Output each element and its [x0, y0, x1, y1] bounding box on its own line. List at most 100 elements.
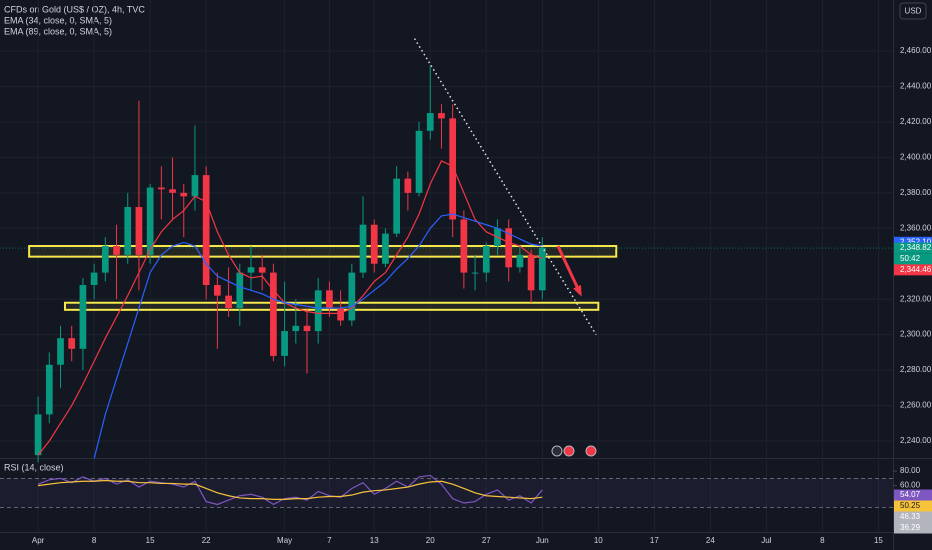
candle-body — [505, 228, 513, 268]
indicator-label: EMA (89, close, 0, SMA, 5) — [4, 26, 112, 36]
event-icon[interactable] — [551, 445, 563, 457]
x-tick-label: 15 — [146, 536, 155, 545]
candle-body — [101, 246, 109, 273]
rsi-line — [37, 474, 543, 506]
currency-button[interactable] — [899, 2, 927, 20]
candle-body — [449, 118, 457, 220]
y-tick-label: 2,240.00 — [900, 436, 932, 445]
rsi-value-label: 46.33 — [900, 512, 921, 521]
candle-body — [214, 285, 221, 296]
rsi-value-label: 36.29 — [900, 523, 921, 532]
candle-body — [45, 364, 53, 415]
candle-body — [415, 130, 423, 193]
candle-body — [258, 267, 266, 273]
event-icons — [551, 445, 597, 457]
indicator-label: EMA (34, close, 0, SMA, 5) — [4, 15, 112, 25]
candle-body — [460, 219, 468, 273]
candle-body — [326, 290, 333, 309]
candle-body — [225, 295, 232, 309]
price-label-box — [894, 236, 932, 248]
candle-body — [236, 272, 244, 309]
price-label-box — [894, 242, 932, 254]
price-label: 2,348.82 — [900, 243, 932, 252]
y-tick-label: 2,280.00 — [900, 365, 932, 374]
x-tick-label: 10 — [594, 536, 603, 545]
candle-body — [438, 113, 445, 119]
candle-body — [34, 414, 42, 456]
x-tick-label: Jun — [536, 536, 549, 545]
candle-body — [135, 207, 143, 255]
rsi-value-box — [894, 511, 932, 523]
event-icon[interactable] — [585, 445, 597, 457]
candle-body — [303, 325, 311, 332]
x-tick-label: 27 — [482, 536, 491, 545]
ema-line — [93, 213, 543, 459]
arrow-head — [573, 284, 582, 297]
y-tick-label: 2,460.00 — [900, 46, 932, 55]
candle-body — [79, 285, 87, 349]
candle-body — [292, 325, 300, 332]
candle-body — [180, 192, 188, 197]
candle-body — [202, 175, 210, 286]
rsi-value-box — [894, 500, 932, 512]
y-tick-label: 2,400.00 — [900, 153, 932, 162]
x-tick-label: 13 — [370, 536, 379, 545]
price-label: 2,352.10 — [900, 237, 932, 246]
rsi-tick-label: 80.00 — [900, 466, 921, 475]
rsi-title: RSI (14, close) — [4, 462, 64, 472]
x-tick-label: 8 — [92, 536, 97, 545]
candle-body — [337, 308, 344, 321]
x-tick-label: 8 — [820, 536, 825, 545]
y-tick-label: 2,260.00 — [900, 401, 932, 410]
candle-body — [157, 187, 165, 190]
x-tick-label: Apr — [32, 536, 45, 545]
price-label: 2,344.46 — [900, 265, 932, 274]
candle-body — [348, 272, 356, 321]
candle-body — [404, 178, 412, 193]
candle-body — [426, 113, 434, 131]
y-tick-label: 2,320.00 — [900, 294, 932, 303]
event-icon[interactable] — [563, 445, 575, 457]
rsi-tick-label: 60.00 — [900, 481, 921, 490]
y-tick-label: 2,300.00 — [900, 330, 932, 339]
y-tick-label: 2,380.00 — [900, 188, 932, 197]
candle-body — [516, 254, 524, 268]
candle-body — [471, 272, 479, 274]
y-tick-label: 2,360.00 — [900, 223, 932, 232]
rsi-value-box — [894, 522, 932, 534]
x-tick-label: Jul — [761, 536, 771, 545]
x-tick-label: 24 — [706, 536, 715, 545]
zone — [28, 245, 618, 258]
price-label-box — [894, 264, 932, 276]
y-tick-label: 2,440.00 — [900, 82, 932, 91]
candle-body — [270, 272, 277, 356]
rsi-value-box — [894, 489, 932, 501]
candle-body — [393, 178, 401, 234]
candle-body — [247, 267, 255, 273]
x-tick-label: 7 — [327, 536, 332, 545]
candle-body — [57, 338, 64, 365]
candle-body — [527, 254, 535, 291]
candle-body — [370, 224, 378, 264]
y-tick-label: 2,420.00 — [900, 117, 932, 126]
arrow — [556, 245, 582, 295]
candle-body — [146, 187, 154, 255]
x-tick-label: 15 — [874, 536, 883, 545]
candle-body — [538, 247, 546, 291]
countdown: 50:42 — [900, 254, 921, 263]
candle-body — [113, 246, 120, 255]
currency[interactable]: USD — [905, 7, 922, 16]
x-tick-label: May — [277, 536, 292, 545]
candle-body — [68, 338, 76, 349]
rsi-value-label: 54.07 — [900, 490, 921, 499]
x-tick-label: 20 — [426, 536, 435, 545]
ema-line — [37, 160, 543, 456]
candle-body — [191, 175, 199, 197]
x-tick-label: 17 — [650, 536, 659, 545]
candle-body — [90, 272, 98, 286]
rsi-value-label: 50.25 — [900, 501, 921, 510]
candle-body — [482, 246, 490, 273]
candle-body — [281, 331, 288, 356]
